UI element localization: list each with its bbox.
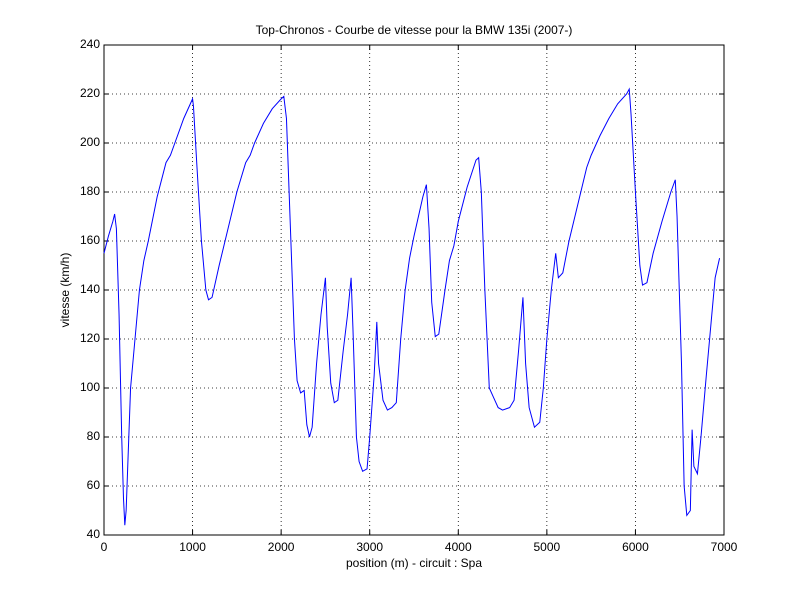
- y-tick-label: 240: [80, 37, 100, 51]
- x-tick-label: 3000: [356, 540, 383, 554]
- y-tick-label: 160: [80, 233, 100, 247]
- x-tick-label: 7000: [711, 540, 738, 554]
- line-series: [103, 87, 721, 526]
- y-axis-label: vitesse (km/h): [58, 253, 72, 328]
- y-tick-label: 180: [80, 184, 100, 198]
- chart-title: Top-Chronos - Courbe de vitesse pour la …: [256, 23, 573, 37]
- y-tick-label: 60: [87, 478, 101, 492]
- x-tick-label: 0: [101, 540, 108, 554]
- y-tick-label: 200: [80, 135, 100, 149]
- y-tick-label: 100: [80, 380, 100, 394]
- y-tick-label: 80: [87, 429, 101, 443]
- plot-frame: [103, 44, 725, 536]
- x-tick-label: 6000: [622, 540, 649, 554]
- x-tick-label: 5000: [534, 540, 561, 554]
- x-tick-label: 4000: [445, 540, 472, 554]
- x-tick-label: 1000: [179, 540, 206, 554]
- y-tick-label: 120: [80, 331, 100, 345]
- x-tick-label: 2000: [268, 540, 295, 554]
- y-tick-label: 140: [80, 282, 100, 296]
- y-tick-label: 220: [80, 86, 100, 100]
- y-tick-label: 40: [87, 527, 101, 541]
- x-axis-label: position (m) - circuit : Spa: [346, 556, 482, 570]
